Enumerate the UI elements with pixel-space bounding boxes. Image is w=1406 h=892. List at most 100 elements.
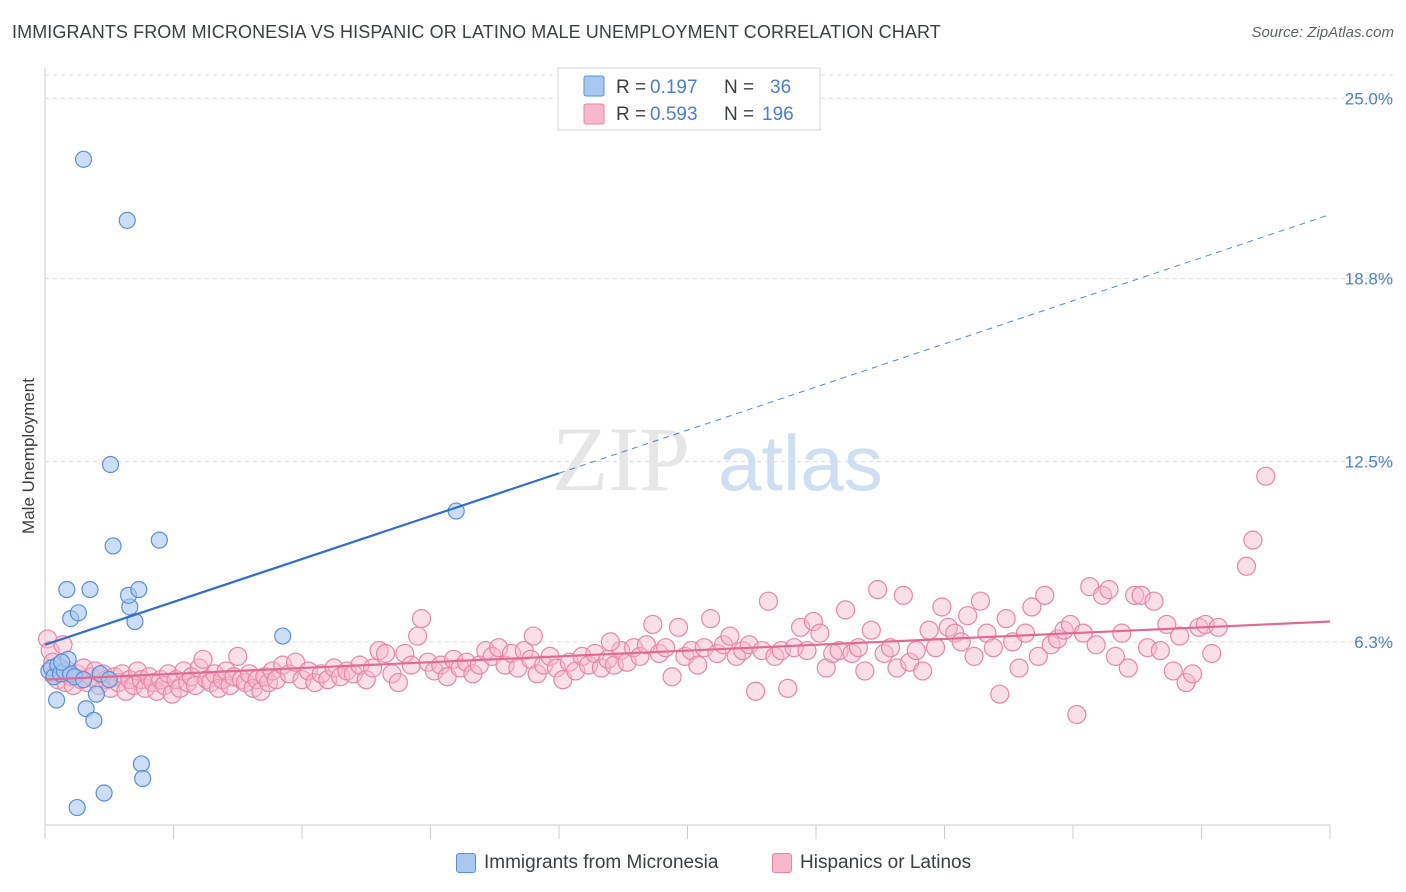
data-point-hispanic	[1144, 591, 1164, 611]
data-point-micronesia	[68, 798, 86, 817]
data-point-hispanic	[925, 638, 946, 658]
data-point-hispanic	[1015, 623, 1036, 643]
data-point-micronesia	[101, 455, 120, 474]
data-point-hispanic	[861, 620, 881, 640]
data-point-micronesia	[104, 537, 122, 555]
data-point-micronesia	[132, 755, 150, 773]
data-point-hispanic	[1086, 635, 1106, 655]
legend-r-value-pink: 0.593	[650, 104, 698, 125]
data-point-micronesia	[274, 627, 292, 645]
legend-swatch-hispanic	[772, 853, 792, 873]
data-point-hispanic	[1163, 661, 1183, 681]
y-tick-labels: 6.3% 12.5% 18.8% 25.0%	[1345, 89, 1393, 652]
data-point-hispanic	[1028, 646, 1048, 666]
data-point-hispanic	[835, 600, 856, 620]
watermark: ZIP atlas	[552, 408, 883, 510]
data-point-micronesia	[81, 580, 99, 599]
y-tick-label: 18.8%	[1345, 269, 1393, 288]
data-point-hispanic	[643, 614, 663, 635]
data-point-hispanic	[656, 638, 676, 658]
data-point-hispanic	[1256, 466, 1276, 486]
scatter-chart: ZIP atlas 6.3%12.5%18.8%25.0% 0.0%100.0%…	[19, 67, 1395, 839]
data-point-micronesia	[53, 653, 71, 671]
y-tick-label: 25.0%	[1345, 89, 1393, 108]
data-point-hispanic	[1112, 623, 1132, 643]
legend-n-value-pink: 196	[762, 104, 794, 125]
data-point-hispanic	[932, 597, 952, 617]
data-point-hispanic	[668, 617, 689, 637]
data-point-micronesia	[126, 612, 144, 631]
data-point-hispanic	[1236, 556, 1257, 576]
data-point-hispanic	[600, 632, 621, 652]
data-point-hispanic	[880, 638, 901, 658]
data-point-hispanic	[401, 655, 421, 675]
data-point-hispanic	[958, 606, 978, 626]
data-point-hispanic	[1099, 579, 1119, 600]
source-label: Source: ZipAtlas.com	[1251, 24, 1394, 41]
legend-label-hispanic: Hispanics or Latinos	[800, 852, 972, 873]
legend-r-label-blue: R =	[616, 77, 646, 98]
data-point-hispanic	[983, 638, 1003, 658]
gridlines	[45, 74, 1395, 643]
data-point-hispanic	[411, 609, 432, 629]
data-point-hispanic	[1022, 597, 1042, 617]
data-point-hispanic	[970, 591, 991, 611]
data-point-hispanic	[1170, 626, 1190, 646]
data-point-hispanic	[205, 664, 225, 684]
data-point-micronesia	[87, 685, 106, 703]
data-point-hispanic	[758, 591, 779, 611]
data-point-hispanic	[1035, 585, 1055, 605]
data-point-hispanic	[1009, 658, 1029, 678]
data-point-micronesia	[134, 769, 152, 788]
legend-n-label-blue: N =	[724, 77, 754, 98]
watermark-atlas: atlas	[718, 419, 883, 507]
data-point-hispanic	[1150, 640, 1170, 661]
data-point-hispanic	[1067, 704, 1087, 725]
legend-item-hispanic: Hispanics or Latinos	[772, 852, 971, 874]
data-point-hispanic	[1105, 646, 1126, 666]
legend-swatch-blue	[583, 75, 605, 97]
legend-n-label-pink: N =	[724, 104, 754, 125]
data-point-hispanic	[701, 609, 721, 629]
data-point-micronesia	[74, 671, 93, 689]
legend-item-micronesia: Immigrants from Micronesia	[456, 852, 718, 874]
data-point-hispanic	[919, 620, 939, 640]
data-point-hispanic	[523, 626, 543, 646]
data-point-hispanic	[868, 579, 888, 600]
data-point-micronesia	[85, 711, 103, 729]
chart-title: IMMIGRANTS FROM MICRONESIA VS HISPANIC O…	[12, 22, 941, 42]
data-point-hispanic	[893, 585, 913, 605]
data-point-hispanic	[1118, 658, 1138, 678]
data-point-hispanic	[356, 670, 376, 690]
data-point-micronesia	[150, 531, 168, 549]
trendline-hispanic	[44, 620, 1331, 681]
axes	[44, 68, 1331, 839]
legend-bottom: Immigrants from Micronesia Hispanics or …	[0, 850, 1406, 880]
data-point-hispanic	[116, 681, 136, 701]
data-point-hispanic	[848, 638, 869, 658]
legend-r-value-blue: 0.197	[650, 77, 698, 98]
trendline-micronesia-extension	[558, 214, 1331, 474]
data-point-hispanic	[1202, 643, 1222, 664]
data-point-hispanic	[810, 623, 830, 643]
data-point-hispanic	[388, 672, 408, 693]
data-point-hispanic	[1182, 664, 1203, 684]
data-point-hispanic	[228, 646, 248, 666]
data-point-hispanic	[855, 661, 875, 681]
data-point-hispanic	[746, 681, 766, 701]
data-point-micronesia	[47, 691, 66, 709]
data-point-hispanic	[951, 632, 971, 652]
y-tick-label: 12.5%	[1345, 453, 1393, 472]
data-point-hispanic	[990, 684, 1010, 704]
data-point-hispanic	[803, 611, 824, 632]
data-point-hispanic	[964, 646, 984, 666]
data-point-micronesia	[58, 580, 76, 599]
legend-label-micronesia: Immigrants from Micronesia	[484, 852, 719, 873]
data-point-hispanic	[778, 678, 798, 698]
micronesia-series	[40, 150, 465, 817]
data-point-hispanic	[258, 672, 279, 693]
data-point-hispanic	[193, 649, 213, 669]
data-point-micronesia	[74, 150, 93, 168]
data-point-hispanic	[174, 661, 194, 681]
data-point-hispanic	[688, 655, 708, 675]
